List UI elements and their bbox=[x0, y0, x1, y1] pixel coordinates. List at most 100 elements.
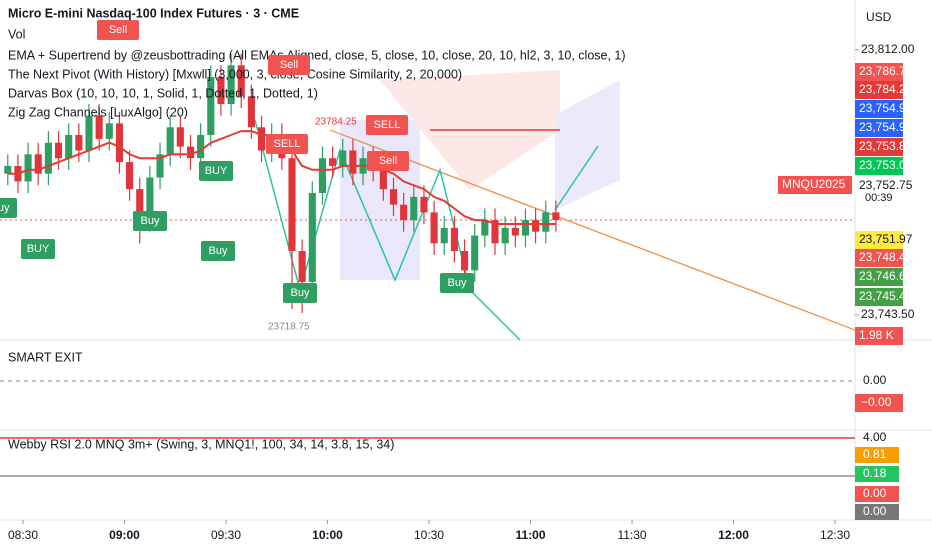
candle-body bbox=[389, 189, 398, 205]
candle-body bbox=[237, 65, 245, 97]
price-badge bbox=[855, 327, 903, 345]
price-badge-label: 23,748.41 bbox=[859, 250, 913, 264]
candle-body bbox=[318, 158, 326, 194]
candle-body bbox=[430, 212, 438, 244]
symbol-badge bbox=[778, 176, 852, 194]
rsi-badge bbox=[855, 466, 899, 482]
x-tick-label: 10:00 bbox=[312, 528, 343, 542]
signal-badge bbox=[97, 20, 139, 40]
signal-label: Buy bbox=[0, 202, 10, 214]
signal-badge bbox=[268, 55, 310, 75]
price-badge bbox=[855, 119, 903, 137]
signal-label: Buy bbox=[141, 215, 160, 227]
signal-badge bbox=[440, 273, 474, 293]
price-badge bbox=[855, 249, 903, 267]
candle-body bbox=[136, 189, 144, 221]
x-tick-label: 11:30 bbox=[617, 528, 646, 542]
signal-label: Sell bbox=[280, 59, 298, 71]
candle-body bbox=[257, 127, 266, 151]
darvas-box bbox=[340, 120, 420, 280]
candle-body bbox=[197, 134, 205, 159]
candle-body bbox=[115, 123, 123, 163]
rsi-label: 0.81 bbox=[863, 447, 887, 461]
price-badge bbox=[855, 63, 903, 81]
price-badge-label: 23,752.75 bbox=[859, 178, 913, 192]
candle-body bbox=[410, 196, 418, 221]
pane-title: Webby RSI 2.0 MNQ 3m+ (Swing, 3, MNQ1!, … bbox=[8, 437, 394, 451]
price-badge-label: 23,784.25 bbox=[859, 82, 913, 96]
trend-line bbox=[329, 129, 856, 331]
x-tick-label: 12:00 bbox=[718, 528, 749, 542]
exit-badge bbox=[855, 394, 903, 412]
candle-body bbox=[349, 150, 357, 174]
candle-body bbox=[471, 235, 479, 271]
rsi-badge bbox=[855, 447, 899, 463]
candle-body bbox=[542, 212, 550, 232]
candle-body bbox=[308, 193, 316, 282]
signal-label: Sell bbox=[379, 155, 397, 167]
x-tick-label: 12:30 bbox=[820, 528, 850, 542]
rsi-badge bbox=[855, 486, 899, 502]
x-tick-label: 10:30 bbox=[414, 528, 444, 542]
rsi-label: 4.00 bbox=[863, 430, 887, 444]
candle-body bbox=[126, 162, 134, 190]
price-badge-label: 23,754.94 bbox=[859, 120, 913, 134]
candle-body bbox=[450, 227, 458, 252]
signal-badge bbox=[201, 241, 235, 261]
signal-label: Sell bbox=[109, 24, 127, 36]
candle-body bbox=[501, 227, 509, 244]
price-badge bbox=[855, 231, 903, 249]
signal-label: Buy bbox=[209, 245, 228, 257]
candle-body bbox=[460, 251, 469, 271]
projection bbox=[554, 145, 599, 211]
candle-body bbox=[207, 76, 215, 135]
x-tick-label: 09:30 bbox=[211, 528, 241, 542]
candle-body bbox=[65, 134, 73, 159]
price-badge bbox=[855, 268, 903, 286]
candle-body bbox=[24, 154, 32, 182]
candle-body bbox=[298, 251, 306, 282]
candle-body bbox=[4, 165, 12, 174]
candle-body bbox=[227, 65, 235, 105]
candle-body bbox=[156, 154, 164, 178]
price-badge bbox=[855, 138, 903, 156]
signal-label: Buy bbox=[291, 287, 310, 299]
candle-body bbox=[85, 115, 93, 151]
candle-body bbox=[186, 146, 195, 159]
candle-body bbox=[34, 154, 42, 174]
candle-body bbox=[400, 204, 408, 221]
rsi-label: 0.00 bbox=[863, 486, 887, 500]
signal-label: BUY bbox=[205, 165, 228, 177]
price-badge-label: 23,753.09 bbox=[859, 158, 913, 172]
candle-body bbox=[44, 142, 52, 174]
signal-label: SELL bbox=[274, 138, 301, 150]
price-badge bbox=[855, 100, 903, 118]
signal-badge bbox=[366, 115, 408, 135]
signal-badge bbox=[21, 239, 55, 259]
rsi-badge bbox=[855, 504, 899, 520]
pivot-label: 23718.75 bbox=[268, 322, 310, 333]
signal-badge bbox=[367, 151, 409, 171]
pane-title: SMART EXIT bbox=[8, 350, 83, 364]
candle-body bbox=[105, 123, 113, 139]
countdown: 00:39 bbox=[865, 192, 893, 204]
indicator: The Next Pivot (With History) [Mxwll] (3… bbox=[8, 67, 462, 81]
price-badge-label: 23,745.41 bbox=[859, 289, 913, 303]
price-badge bbox=[855, 157, 903, 175]
candle-body bbox=[440, 227, 448, 244]
pivot-label: 23784.25 bbox=[315, 117, 357, 128]
signal-label: SELL bbox=[374, 119, 401, 131]
candle-body bbox=[329, 158, 337, 166]
indicator: Darvas Box (10, 10, 10, 1, Solid, 1, Dot… bbox=[8, 86, 318, 100]
candle-body bbox=[481, 220, 489, 236]
indicator: Vol bbox=[8, 27, 25, 41]
candle-body bbox=[95, 115, 103, 139]
candle-body bbox=[420, 196, 428, 213]
candle-body bbox=[532, 220, 540, 232]
currency[interactable]: USD bbox=[866, 10, 892, 24]
candle-body bbox=[75, 134, 83, 151]
indicator: EMA + Supertrend by @zeusbottrading (All… bbox=[8, 48, 626, 62]
price-badge-label: 23,754.94 bbox=[859, 101, 913, 115]
candle-body bbox=[521, 220, 530, 236]
